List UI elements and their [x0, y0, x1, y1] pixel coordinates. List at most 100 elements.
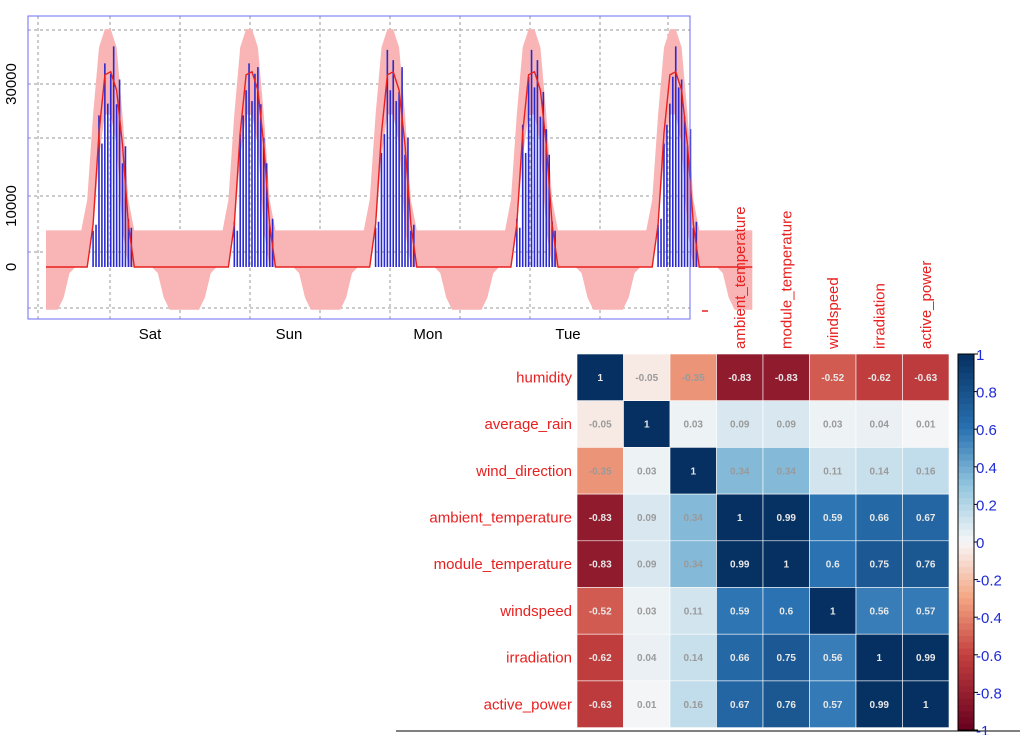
colorbar-segment	[958, 717, 974, 725]
cell-value-label: 0.04	[637, 653, 657, 664]
cell-value-label: 0.01	[637, 700, 657, 711]
cell-value-label: -0.35	[682, 373, 705, 384]
colorbar-segment	[958, 366, 974, 374]
colorbar-segment	[958, 397, 974, 405]
heatmap-cell	[855, 400, 903, 448]
column-label: irradiation	[871, 283, 888, 349]
heatmap-cell	[855, 540, 903, 588]
colorbar-tick-label: -1	[976, 723, 989, 735]
heatmap-cell	[716, 633, 764, 682]
heatmap-cell	[902, 633, 950, 682]
cell-value-label: -0.05	[589, 420, 612, 431]
colorbar-segment	[958, 391, 974, 399]
heatmap-cell	[762, 587, 810, 635]
cell-value-label: 1	[597, 373, 603, 384]
cell-value-label: -0.52	[821, 373, 844, 384]
colorbar-segment	[958, 554, 974, 562]
row-label: wind_direction	[475, 463, 572, 480]
colorbar-segment	[958, 510, 974, 518]
cell-value-label: 0.59	[823, 513, 843, 524]
heatmap-cell	[623, 680, 671, 728]
cell-value-label: 0.66	[730, 653, 750, 664]
cell-value-label: 0.34	[684, 560, 704, 571]
cell-value-label: 0.75	[870, 560, 890, 571]
cell-value-label: 0.6	[826, 560, 840, 571]
cell-value-label: 0.11	[823, 466, 842, 477]
heatmap-cell	[762, 633, 810, 682]
y-tick-label: 10000	[3, 185, 20, 227]
colorbar-segment	[958, 723, 974, 731]
colorbar-segment	[958, 422, 974, 430]
cell-value-label: -0.83	[589, 560, 612, 571]
colorbar-tick-label: 0.8	[976, 385, 997, 402]
heatmap-cell	[762, 680, 810, 728]
colorbar-tick-label: 0.2	[976, 497, 997, 514]
colorbar-segment	[958, 636, 974, 643]
cell-value-label: -0.05	[635, 373, 658, 384]
heatmap-cell	[809, 680, 857, 728]
colorbar-segment	[958, 604, 974, 612]
heatmap-cell	[855, 587, 903, 635]
cell-value-label: 0.14	[684, 653, 704, 664]
cell-value-label: -0.83	[775, 373, 798, 384]
colorbar-segment	[958, 542, 974, 549]
colorbar-segment	[958, 479, 974, 487]
colorbar-segment	[958, 679, 974, 687]
correlation-matrix: 1 -0.05 -0.35 -0.83 -0.83 -0.52 -0.62 -0.63 -0.0…	[396, 206, 1020, 735]
heatmap-cell	[902, 587, 950, 635]
heatmap-cell	[716, 353, 764, 402]
cell-value-label: 1	[737, 513, 743, 524]
cell-value-label: 0.09	[730, 420, 750, 431]
heatmap-cell	[762, 353, 810, 402]
heatmap-cell	[576, 587, 624, 635]
colorbar-segment	[958, 372, 974, 380]
colorbar-segment	[958, 548, 974, 556]
cell-value-label: 0.56	[870, 606, 890, 617]
colorbar-tick-label: -0.2	[976, 573, 1002, 590]
prediction-interval-band	[46, 29, 753, 310]
colorbar-segment	[958, 504, 974, 512]
colorbar-segment	[958, 429, 974, 437]
colorbar-segment	[958, 698, 974, 706]
column-label: active_power	[918, 261, 935, 349]
heatmap-cell	[855, 447, 903, 495]
cell-value-label: 0.67	[916, 513, 936, 524]
colorbar-segment	[958, 529, 974, 537]
x-tick-label: Mon	[413, 326, 442, 343]
heatmap-cell	[809, 633, 857, 682]
fitted-line	[46, 70, 753, 268]
cell-value-label: 0.75	[777, 653, 797, 664]
colorbar-segment	[958, 704, 974, 712]
cell-value-label: 0.09	[637, 513, 657, 524]
heatmap-cell	[809, 400, 857, 448]
colorbar-segment	[958, 379, 974, 386]
cell-value-label: 0.99	[870, 700, 890, 711]
heatmap-cell	[902, 493, 950, 542]
heatmap-cell	[716, 540, 764, 588]
colorbar-tick-label: 0.4	[976, 460, 997, 477]
cell-value-label: 0.01	[916, 420, 936, 431]
plot-frame	[27, 15, 691, 320]
heatmap-cell	[855, 493, 903, 542]
heatmap-cell	[669, 540, 717, 588]
colorbar-segment	[958, 711, 974, 719]
row-label: windspeed	[499, 603, 572, 620]
cell-value-label: -0.63	[589, 700, 612, 711]
cell-value-label: 0.03	[823, 420, 843, 431]
colorbar-segment	[958, 498, 974, 505]
colorbar-segment	[958, 592, 974, 599]
colorbar-segment	[958, 567, 974, 574]
cell-value-label: 0.14	[870, 466, 890, 477]
heatmap-cell	[855, 680, 903, 728]
cell-value-label: 0.11	[684, 606, 703, 617]
colorbar-segment	[958, 573, 974, 581]
heatmap-cell	[902, 353, 950, 402]
x-tick-label: Sun	[276, 326, 303, 343]
heatmap-cell	[576, 447, 624, 495]
cell-value-label: -0.63	[914, 373, 937, 384]
cell-value-label: 0.34	[730, 466, 750, 477]
cell-value-label: 0.57	[916, 606, 936, 617]
cell-value-label: 1	[876, 653, 882, 664]
cell-value-label: 0.99	[916, 653, 936, 664]
colorbar-segment	[958, 448, 974, 455]
